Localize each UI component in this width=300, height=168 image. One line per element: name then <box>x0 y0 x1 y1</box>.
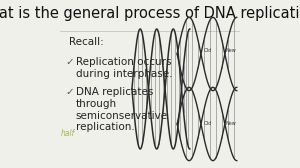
Text: New: New <box>225 121 236 127</box>
Text: Recall:: Recall: <box>69 37 104 47</box>
Text: ✓: ✓ <box>65 57 74 67</box>
Text: DNA replicates
through
semiconservative
replication.: DNA replicates through semiconservative … <box>76 87 168 132</box>
Text: New: New <box>225 48 236 53</box>
Text: half: half <box>61 130 75 138</box>
Text: Old: Old <box>203 48 211 53</box>
Text: Old: Old <box>203 121 211 127</box>
Text: ✓: ✓ <box>65 87 74 97</box>
Text: What is the general process of DNA replication?: What is the general process of DNA repli… <box>0 6 300 21</box>
Text: Replication occurs
during interphase.: Replication occurs during interphase. <box>76 57 172 79</box>
